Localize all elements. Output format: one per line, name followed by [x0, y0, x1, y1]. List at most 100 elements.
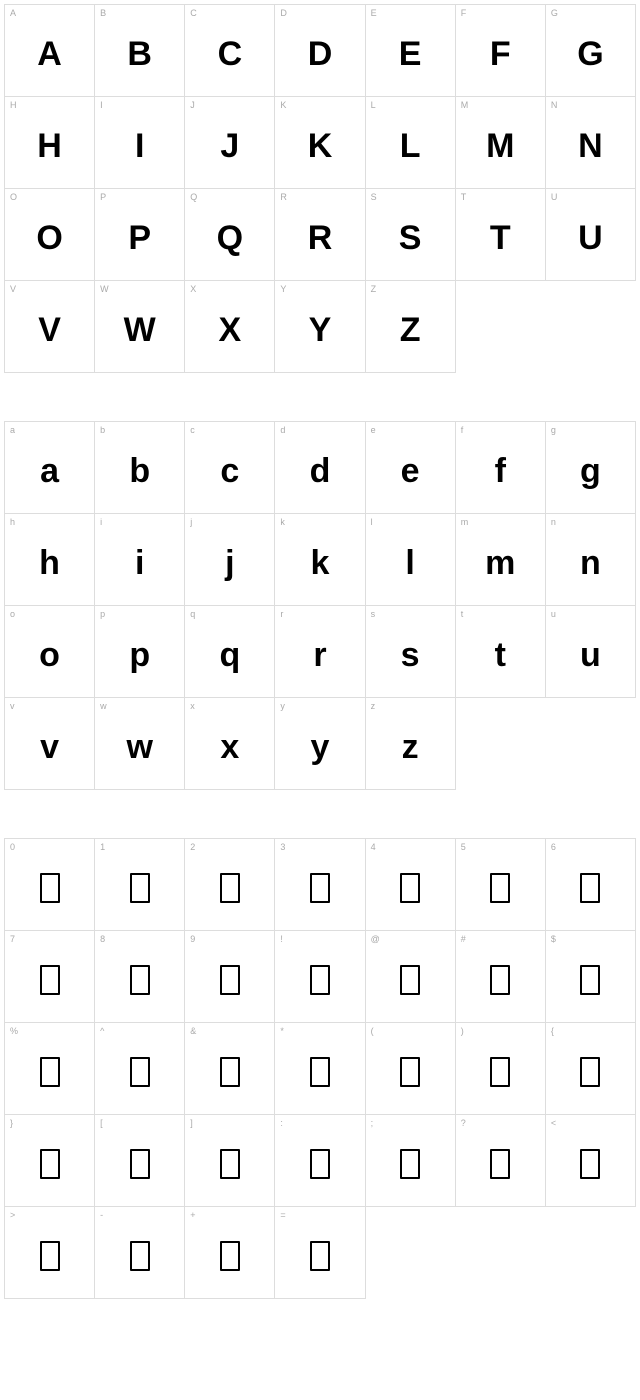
missing-glyph-box	[130, 873, 150, 903]
cell-label: <	[551, 1118, 556, 1128]
charmap-cell: @	[366, 931, 456, 1023]
charmap-cell: 9	[185, 931, 275, 1023]
missing-glyph-box	[130, 1057, 150, 1087]
charmap-cell: zz	[366, 698, 456, 790]
cell-glyph: l	[405, 546, 414, 580]
charmap-cell: OO	[5, 189, 95, 281]
charmap-cell: gg	[546, 422, 636, 514]
charmap-cell: &	[185, 1023, 275, 1115]
charmap-cell: XX	[185, 281, 275, 373]
cell-label: }	[10, 1118, 13, 1128]
cell-label: h	[10, 517, 15, 527]
cell-glyph: Y	[309, 313, 332, 347]
cell-glyph: h	[39, 546, 60, 580]
charmap-cell: qq	[185, 606, 275, 698]
missing-glyph-box	[490, 873, 510, 903]
charmap-cell: TT	[456, 189, 546, 281]
charmap-cell: WW	[95, 281, 185, 373]
charmap-section-lowercase: aabbccddeeffgghhiijjkkllmmnnooppqqrrsstt…	[4, 421, 636, 790]
cell-label: !	[280, 934, 283, 944]
cell-glyph: d	[310, 454, 331, 488]
charmap-cell: pp	[95, 606, 185, 698]
charmap-cell: 1	[95, 839, 185, 931]
charmap-cell: +	[185, 1207, 275, 1299]
cell-label: [	[100, 1118, 103, 1128]
missing-glyph-box	[580, 965, 600, 995]
cell-glyph: t	[495, 638, 506, 672]
cell-glyph: Q	[217, 221, 243, 255]
cell-glyph: R	[308, 221, 333, 255]
missing-glyph-box	[40, 965, 60, 995]
cell-label: l	[371, 517, 373, 527]
cell-label: d	[280, 425, 285, 435]
charmap-cell: PP	[95, 189, 185, 281]
cell-label: ]	[190, 1118, 193, 1128]
cell-glyph: k	[311, 546, 330, 580]
cell-label: O	[10, 192, 17, 202]
cell-label: v	[10, 701, 15, 711]
cell-label: y	[280, 701, 285, 711]
cell-label: n	[551, 517, 556, 527]
cell-label: s	[371, 609, 376, 619]
charmap-cell: GG	[546, 5, 636, 97]
cell-label: S	[371, 192, 377, 202]
cell-label: p	[100, 609, 105, 619]
cell-label: J	[190, 100, 195, 110]
character-map: AABBCCDDEEFFGGHHIIJJKKLLMMNNOOPPQQRRSSTT…	[4, 4, 636, 1299]
cell-glyph: i	[135, 546, 144, 580]
missing-glyph-box	[310, 1149, 330, 1179]
cell-label: i	[100, 517, 102, 527]
charmap-cell: AA	[5, 5, 95, 97]
missing-glyph-box	[130, 1241, 150, 1271]
charmap-cell: ss	[366, 606, 456, 698]
charmap-cell: ]	[185, 1115, 275, 1207]
missing-glyph-box	[40, 1149, 60, 1179]
charmap-section-uppercase: AABBCCDDEEFFGGHHIIJJKKLLMMNNOOPPQQRRSSTT…	[4, 4, 636, 373]
cell-label: =	[280, 1210, 285, 1220]
cell-label: 6	[551, 842, 556, 852]
cell-label: m	[461, 517, 469, 527]
cell-glyph: p	[129, 638, 150, 672]
missing-glyph-box	[220, 873, 240, 903]
charmap-cell: ff	[456, 422, 546, 514]
cell-label: H	[10, 100, 17, 110]
charmap-cell: UU	[546, 189, 636, 281]
cell-glyph: E	[399, 37, 422, 71]
charmap-cell: HH	[5, 97, 95, 189]
charmap-cell: -	[95, 1207, 185, 1299]
charmap-cell: 2	[185, 839, 275, 931]
cell-label: L	[371, 100, 376, 110]
cell-glyph: B	[127, 37, 152, 71]
missing-glyph-box	[490, 965, 510, 995]
missing-glyph-box	[130, 1149, 150, 1179]
charmap-cell: VV	[5, 281, 95, 373]
cell-label: q	[190, 609, 195, 619]
missing-glyph-box	[400, 1057, 420, 1087]
cell-label: Y	[280, 284, 286, 294]
charmap-cell: 7	[5, 931, 95, 1023]
cell-glyph: X	[219, 313, 242, 347]
charmap-cell: 0	[5, 839, 95, 931]
cell-label: F	[461, 8, 467, 18]
cell-glyph: u	[580, 638, 601, 672]
cell-label: ^	[100, 1026, 104, 1036]
charmap-cell: QQ	[185, 189, 275, 281]
cell-glyph: M	[486, 129, 514, 163]
cell-label: B	[100, 8, 106, 18]
charmap-cell: )	[456, 1023, 546, 1115]
charmap-cell: nn	[546, 514, 636, 606]
cell-glyph: n	[580, 546, 601, 580]
missing-glyph-box	[310, 1241, 330, 1271]
cell-label: 1	[100, 842, 105, 852]
cell-label: o	[10, 609, 15, 619]
cell-glyph: g	[580, 454, 601, 488]
cell-label: (	[371, 1026, 374, 1036]
cell-label: :	[280, 1118, 283, 1128]
charmap-cell: %	[5, 1023, 95, 1115]
charmap-cell: NN	[546, 97, 636, 189]
cell-glyph: P	[128, 221, 151, 255]
cell-label: >	[10, 1210, 15, 1220]
missing-glyph-box	[400, 1149, 420, 1179]
missing-glyph-box	[310, 965, 330, 995]
cell-label: x	[190, 701, 195, 711]
